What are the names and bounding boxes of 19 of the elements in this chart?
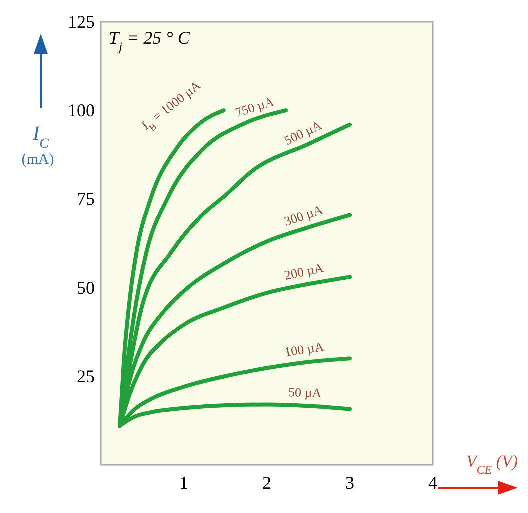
x-tick-label: 3: [346, 473, 354, 493]
text: 100 µA: [284, 338, 326, 360]
text: I$_{B}$ = 1000 µA: [138, 77, 204, 134]
y-tick-label: 125: [68, 12, 95, 32]
text: 750 µA: [234, 94, 276, 120]
y-tick-label: 25: [77, 366, 95, 386]
text: 300 µA: [282, 202, 326, 229]
x-tick-label: 4: [428, 473, 438, 493]
y-tick-label: 100: [68, 100, 95, 121]
y-tick-label: 50: [77, 278, 95, 298]
x-tick-label: 2: [262, 473, 272, 493]
annotation: T$_{j}$ = 25 ° C: [109, 28, 191, 54]
series-label: 50 µA: [288, 384, 323, 401]
text: 200 µA: [283, 260, 326, 284]
x-tick-label: 1: [180, 473, 188, 493]
y-tick-label: 75: [77, 189, 95, 210]
text: 500 µA: [282, 117, 325, 148]
x-axis-title: V$_{CE}$ (V): [466, 452, 518, 477]
y-axis-title: I$_{C}$ (mA): [22, 123, 54, 168]
